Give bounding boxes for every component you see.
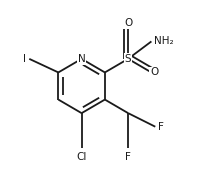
Text: F: F bbox=[158, 122, 164, 132]
Text: N: N bbox=[78, 54, 85, 64]
Text: I: I bbox=[23, 54, 26, 64]
Text: O: O bbox=[124, 18, 132, 28]
Text: NH₂: NH₂ bbox=[154, 36, 174, 46]
Text: Cl: Cl bbox=[76, 152, 87, 162]
Text: F: F bbox=[125, 152, 131, 162]
Text: S: S bbox=[125, 54, 132, 64]
Text: O: O bbox=[150, 67, 158, 77]
